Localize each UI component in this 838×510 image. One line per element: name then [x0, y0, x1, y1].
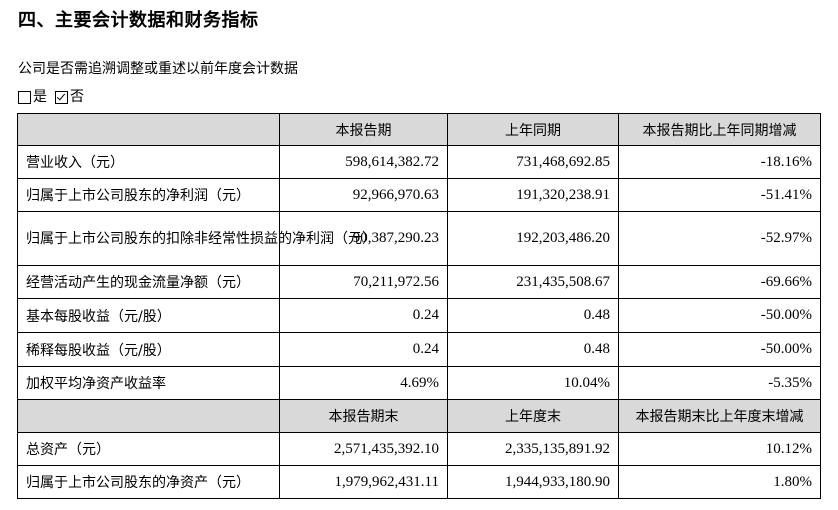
- row-change: -50.00%: [618, 332, 821, 367]
- table-row: 基本每股收益（元/股） 0.24 0.48 -50.00%: [17, 298, 821, 333]
- row-change: -51.41%: [618, 178, 821, 212]
- table-row: 经营活动产生的现金流量净额（元） 70,211,972.56 231,435,5…: [17, 265, 821, 299]
- table-row: 加权平均净资产收益率 4.69% 10.04% -5.35%: [17, 366, 821, 400]
- header-cell-blank: [17, 113, 280, 146]
- option-no[interactable]: 否: [55, 86, 84, 106]
- row-current: 92,966,970.63: [279, 178, 448, 212]
- header-cell-current: 本报告期: [279, 113, 448, 146]
- table-row: 稀释每股收益（元/股） 0.24 0.48 -50.00%: [17, 332, 821, 367]
- financial-indicators-table: 本报告期 上年同期 本报告期比上年同期增减 营业收入（元） 598,614,38…: [17, 113, 821, 499]
- row-current: 598,614,382.72: [279, 145, 448, 179]
- header-cell-previous: 上年同期: [447, 113, 619, 146]
- header-cell-change: 本报告期末比上年度末增减: [618, 399, 821, 433]
- row-label: 总资产（元）: [17, 432, 280, 466]
- row-current: 90,387,290.23: [279, 211, 448, 266]
- table-row: 归属于上市公司股东的净资产（元） 1,979,962,431.11 1,944,…: [17, 465, 821, 499]
- header-cell-change: 本报告期比上年同期增减: [618, 113, 821, 146]
- row-previous: 192,203,486.20: [447, 211, 619, 266]
- row-label: 稀释每股收益（元/股）: [17, 332, 280, 367]
- row-label: 加权平均净资产收益率: [17, 366, 280, 400]
- table-row: 归属于上市公司股东的扣除非经常性损益的净利润（元） 90,387,290.23 …: [17, 211, 821, 266]
- row-current: 1,979,962,431.11: [279, 465, 448, 499]
- row-label: 归属于上市公司股东的净利润（元）: [17, 178, 280, 212]
- row-previous: 731,468,692.85: [447, 145, 619, 179]
- no-checkbox-checked-icon[interactable]: [55, 90, 68, 104]
- section-title: 四、主要会计数据和财务指标: [18, 10, 259, 31]
- row-label: 经营活动产生的现金流量净额（元）: [17, 265, 280, 299]
- restatement-question: 公司是否需追溯调整或重述以前年度会计数据: [18, 61, 298, 77]
- row-previous: 231,435,508.67: [447, 265, 619, 299]
- yes-checkbox-icon[interactable]: [18, 90, 31, 104]
- header-cell-previous: 上年度末: [447, 399, 619, 433]
- row-change: 1.80%: [618, 465, 821, 499]
- option-no-label: 否: [70, 89, 84, 105]
- restatement-answer: 是 否: [18, 86, 92, 106]
- option-yes[interactable]: 是: [18, 86, 47, 106]
- table-header-row: 本报告期 上年同期 本报告期比上年同期增减: [17, 113, 821, 146]
- row-previous: 0.48: [447, 298, 619, 333]
- row-previous: 1,944,933,180.90: [447, 465, 619, 499]
- table-row: 归属于上市公司股东的净利润（元） 92,966,970.63 191,320,2…: [17, 178, 821, 212]
- row-label: 营业收入（元）: [17, 145, 280, 179]
- row-change: 10.12%: [618, 432, 821, 466]
- row-current: 70,211,972.56: [279, 265, 448, 299]
- row-current: 2,571,435,392.10: [279, 432, 448, 466]
- row-change: -69.66%: [618, 265, 821, 299]
- row-previous: 2,335,135,891.92: [447, 432, 619, 466]
- row-current: 0.24: [279, 298, 448, 333]
- row-label: 归属于上市公司股东的净资产（元）: [17, 465, 280, 499]
- table-row: 总资产（元） 2,571,435,392.10 2,335,135,891.92…: [17, 432, 821, 466]
- row-change: -50.00%: [618, 298, 821, 333]
- row-previous: 10.04%: [447, 366, 619, 400]
- row-change: -18.16%: [618, 145, 821, 179]
- header-cell-current: 本报告期末: [279, 399, 448, 433]
- row-previous: 0.48: [447, 332, 619, 367]
- row-change: -52.97%: [618, 211, 821, 266]
- option-yes-label: 是: [33, 89, 47, 105]
- table-row: 营业收入（元） 598,614,382.72 731,468,692.85 -1…: [17, 145, 821, 179]
- row-previous: 191,320,238.91: [447, 178, 619, 212]
- header-cell-blank: [17, 399, 280, 433]
- table-header-row: 本报告期末 上年度末 本报告期末比上年度末增减: [17, 399, 821, 433]
- row-label: 基本每股收益（元/股）: [17, 298, 280, 333]
- row-label: 归属于上市公司股东的扣除非经常性损益的净利润（元）: [17, 211, 376, 266]
- row-change: -5.35%: [618, 366, 821, 400]
- row-current: 0.24: [279, 332, 448, 367]
- row-current: 4.69%: [279, 366, 448, 400]
